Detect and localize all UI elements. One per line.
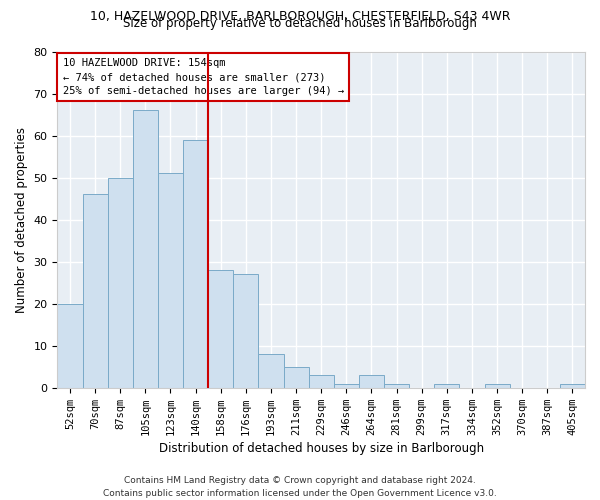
Bar [208, 270, 233, 388]
Bar [384, 384, 409, 388]
Text: 10, HAZELWOOD DRIVE, BARLBOROUGH, CHESTERFIELD, S43 4WR: 10, HAZELWOOD DRIVE, BARLBOROUGH, CHESTE… [90, 10, 510, 23]
Bar [58, 304, 83, 388]
Bar [485, 384, 509, 388]
Text: 10 HAZELWOOD DRIVE: 154sqm
← 74% of detached houses are smaller (273)
25% of sem: 10 HAZELWOOD DRIVE: 154sqm ← 74% of deta… [62, 58, 344, 96]
Bar [434, 384, 460, 388]
Bar [158, 174, 183, 388]
Bar [133, 110, 158, 388]
Y-axis label: Number of detached properties: Number of detached properties [15, 126, 28, 312]
Bar [284, 367, 308, 388]
Bar [107, 178, 133, 388]
Bar [233, 274, 259, 388]
Text: Contains HM Land Registry data © Crown copyright and database right 2024.
Contai: Contains HM Land Registry data © Crown c… [103, 476, 497, 498]
Bar [359, 375, 384, 388]
Bar [334, 384, 359, 388]
Bar [83, 194, 107, 388]
Text: Size of property relative to detached houses in Barlborough: Size of property relative to detached ho… [123, 18, 477, 30]
Bar [183, 140, 208, 388]
X-axis label: Distribution of detached houses by size in Barlborough: Distribution of detached houses by size … [158, 442, 484, 455]
Bar [560, 384, 585, 388]
Bar [259, 354, 284, 388]
Bar [308, 375, 334, 388]
